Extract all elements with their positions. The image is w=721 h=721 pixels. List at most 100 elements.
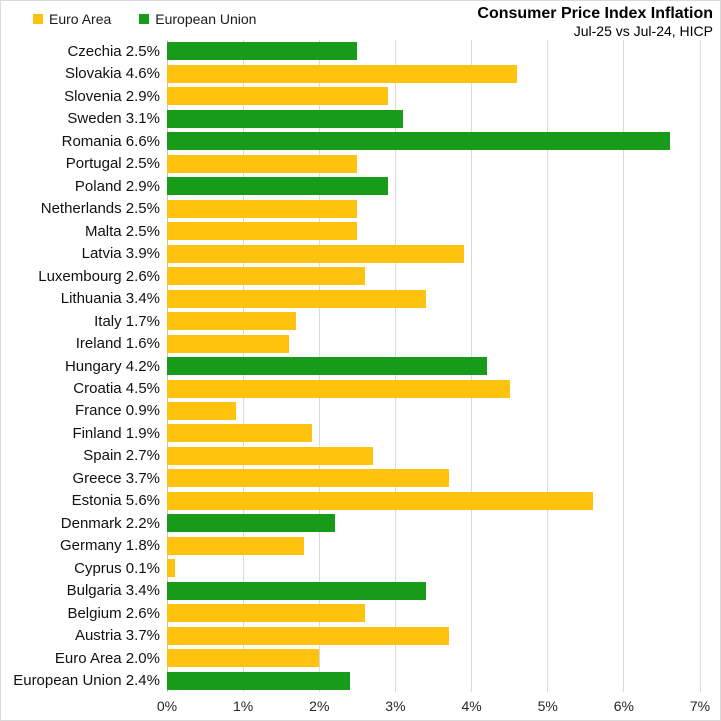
bar-track — [167, 670, 700, 692]
data-bar — [167, 132, 670, 151]
category-label: Sweden 3.1% — [67, 110, 160, 128]
chart-row: France 0.9% — [1, 400, 700, 422]
category-label: Portugal 2.5% — [65, 155, 160, 173]
chart-row: Croatia 4.5% — [1, 377, 700, 399]
bar-track — [167, 152, 700, 174]
x-tick-label: 6% — [613, 698, 634, 714]
category-label: Romania 6.6% — [61, 132, 160, 150]
bar-track — [167, 107, 700, 129]
category-label: Latvia 3.9% — [81, 245, 160, 263]
chart-row: Slovenia 2.9% — [1, 85, 700, 107]
data-bar — [167, 244, 464, 263]
bar-track — [167, 580, 700, 602]
chart-row: Germany 1.8% — [1, 535, 700, 557]
category-label: Austria 3.7% — [74, 627, 160, 645]
bar-track — [167, 400, 700, 422]
data-bar — [167, 312, 297, 331]
bar-track — [167, 535, 700, 557]
chart-row: Romania 6.6% — [1, 130, 700, 152]
data-bar — [167, 469, 449, 488]
bar-track — [167, 85, 700, 107]
bar-track — [167, 445, 700, 467]
chart-row: Sweden 3.1% — [1, 107, 700, 129]
bar-track — [167, 130, 700, 152]
chart-title: Consumer Price Index Inflation — [477, 5, 713, 22]
data-bar — [167, 64, 518, 83]
data-bar — [167, 626, 449, 645]
category-label: Ireland 1.6% — [75, 335, 160, 353]
data-bar — [167, 446, 373, 465]
bar-track — [167, 287, 700, 309]
data-bar — [167, 604, 365, 623]
title-block: Consumer Price Index Inflation Jul-25 vs… — [477, 5, 713, 40]
bar-track — [167, 355, 700, 377]
category-label: Cyprus 0.1% — [74, 559, 160, 577]
data-bar — [167, 87, 388, 106]
bar-track — [167, 467, 700, 489]
data-bar — [167, 267, 365, 286]
chart-row: Portugal 2.5% — [1, 152, 700, 174]
chart-row: Slovakia 4.6% — [1, 62, 700, 84]
category-label: Poland 2.9% — [74, 177, 160, 195]
bar-track — [167, 242, 700, 264]
chart-row: Netherlands 2.5% — [1, 197, 700, 219]
x-tick-label: 1% — [233, 698, 254, 714]
data-bar — [167, 514, 335, 533]
gridline — [623, 40, 625, 692]
data-bar — [167, 424, 312, 443]
chart-row: Belgium 2.6% — [1, 602, 700, 624]
legend-label: Euro Area — [49, 11, 112, 27]
data-bar — [167, 649, 320, 668]
category-label: Netherlands 2.5% — [40, 200, 160, 218]
data-bar — [167, 177, 388, 196]
x-tick-label: 4% — [461, 698, 482, 714]
chart-row: Finland 1.9% — [1, 422, 700, 444]
chart-row: Cyprus 0.1% — [1, 557, 700, 579]
legend-item-euro-area: Euro Area — [33, 11, 111, 27]
bar-track — [167, 625, 700, 647]
data-bar — [167, 357, 487, 376]
chart-row: Malta 2.5% — [1, 220, 700, 242]
x-tick-label: 7% — [689, 698, 711, 714]
bar-track — [167, 647, 700, 669]
x-tick-label: 0% — [156, 698, 178, 714]
x-axis: 0% 1% 2% 3% 4% 5% 6% 7% — [157, 698, 710, 716]
chart-row: Hungary 4.2% — [1, 355, 700, 377]
category-label: Finland 1.9% — [72, 424, 160, 442]
category-label: Denmark 2.2% — [60, 514, 160, 532]
bar-track — [167, 557, 700, 579]
category-label: Malta 2.5% — [84, 222, 160, 240]
bar-track — [167, 197, 700, 219]
category-label: Italy 1.7% — [94, 312, 160, 330]
chart-row: Euro Area 2.0% — [1, 647, 700, 669]
chart-row: European Union 2.4% — [1, 670, 700, 692]
gridline — [547, 40, 549, 692]
bar-rows: Czechia 2.5% Slovakia 4.6% Slovenia 2.9% Sw… — [1, 40, 700, 692]
bar-track — [167, 512, 700, 534]
data-bar — [167, 536, 305, 555]
x-tick-label: 5% — [537, 698, 558, 714]
x-tick-label: 2% — [309, 698, 330, 714]
chart-subtitle: Jul-25 vs Jul-24, HICP — [573, 23, 713, 40]
category-label: Hungary 4.2% — [64, 357, 160, 375]
bar-track — [167, 175, 700, 197]
data-bar — [167, 581, 426, 600]
chart-row: Austria 3.7% — [1, 625, 700, 647]
chart-row: Greece 3.7% — [1, 467, 700, 489]
category-label: Croatia 4.5% — [73, 380, 160, 397]
gridline — [699, 40, 701, 692]
chart-row: Latvia 3.9% — [1, 242, 700, 264]
bar-track — [167, 377, 700, 399]
chart-row: Estonia 5.6% — [1, 490, 700, 512]
data-bar — [167, 154, 358, 173]
data-bar — [167, 109, 404, 128]
chart-row: Spain 2.7% — [1, 445, 700, 467]
x-tick-label: 3% — [385, 698, 406, 714]
category-label: Slovenia 2.9% — [64, 87, 160, 105]
bar-track — [167, 490, 700, 512]
euro-area-swatch-icon — [33, 14, 43, 24]
european-union-swatch-icon — [139, 14, 150, 24]
data-bar — [167, 401, 236, 420]
category-label: Germany 1.8% — [59, 537, 160, 555]
